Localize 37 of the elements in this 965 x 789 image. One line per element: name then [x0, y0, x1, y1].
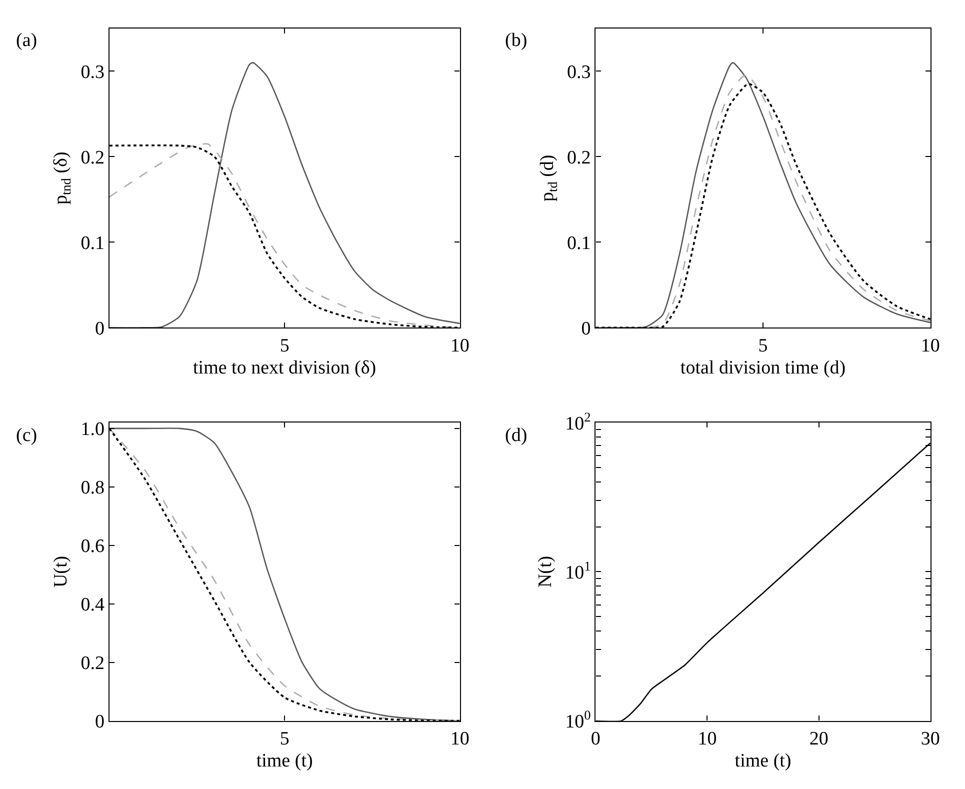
x-axis-title: time (t): [734, 750, 792, 772]
y-tick-label: 0.2: [80, 147, 104, 168]
x-tick-label: 30: [920, 728, 940, 750]
y-tick-label: 10$^{2}$: [565, 409, 591, 434]
x-axis-title: time (t): [256, 750, 313, 772]
x-tick-label: 20: [809, 728, 828, 750]
x-tick-label: 10: [450, 336, 470, 357]
text: (b): [505, 30, 528, 51]
x-axis-title: time to next division (δ): [193, 357, 376, 378]
y-tick-label: 0.6: [80, 536, 104, 558]
y-tick-label: 0.1: [80, 232, 104, 254]
text: (a): [16, 30, 38, 51]
y-tick-label: 0.1: [567, 232, 591, 254]
y-tick-label: 0.3: [80, 62, 104, 83]
y-tick-label: 0.2: [80, 653, 104, 674]
x-axis-title: total division time (d): [680, 357, 846, 378]
x-tick-label: 10: [450, 728, 470, 750]
y-tick-label: 1.0: [80, 419, 104, 440]
text: (c): [16, 425, 38, 446]
text: (d): [505, 425, 528, 446]
line-series: [109, 62, 460, 328]
x-tick-label: 5: [758, 336, 768, 357]
y-tick-label: 0.4: [80, 594, 105, 616]
y-tick-label: 10$^{1}$: [565, 558, 591, 584]
y-tick-label: 0.3: [567, 62, 591, 83]
y-tick-label: 0.8: [80, 478, 104, 499]
y-axis-title: U(t): [50, 556, 72, 588]
x-tick-label: 10: [698, 728, 717, 750]
x-tick-label: 10: [920, 336, 940, 357]
x-tick-label: 5: [280, 336, 290, 357]
y-axis-title: N(t): [534, 556, 556, 588]
y-tick-label: 0.2: [567, 147, 591, 168]
y-tick-label: 0: [581, 318, 591, 340]
y-tick-label: 0: [94, 318, 104, 340]
y-tick-label: 10$^{0}$: [565, 708, 592, 732]
y-tick-label: 0: [94, 711, 104, 732]
x-tick-label: 5: [280, 728, 290, 750]
